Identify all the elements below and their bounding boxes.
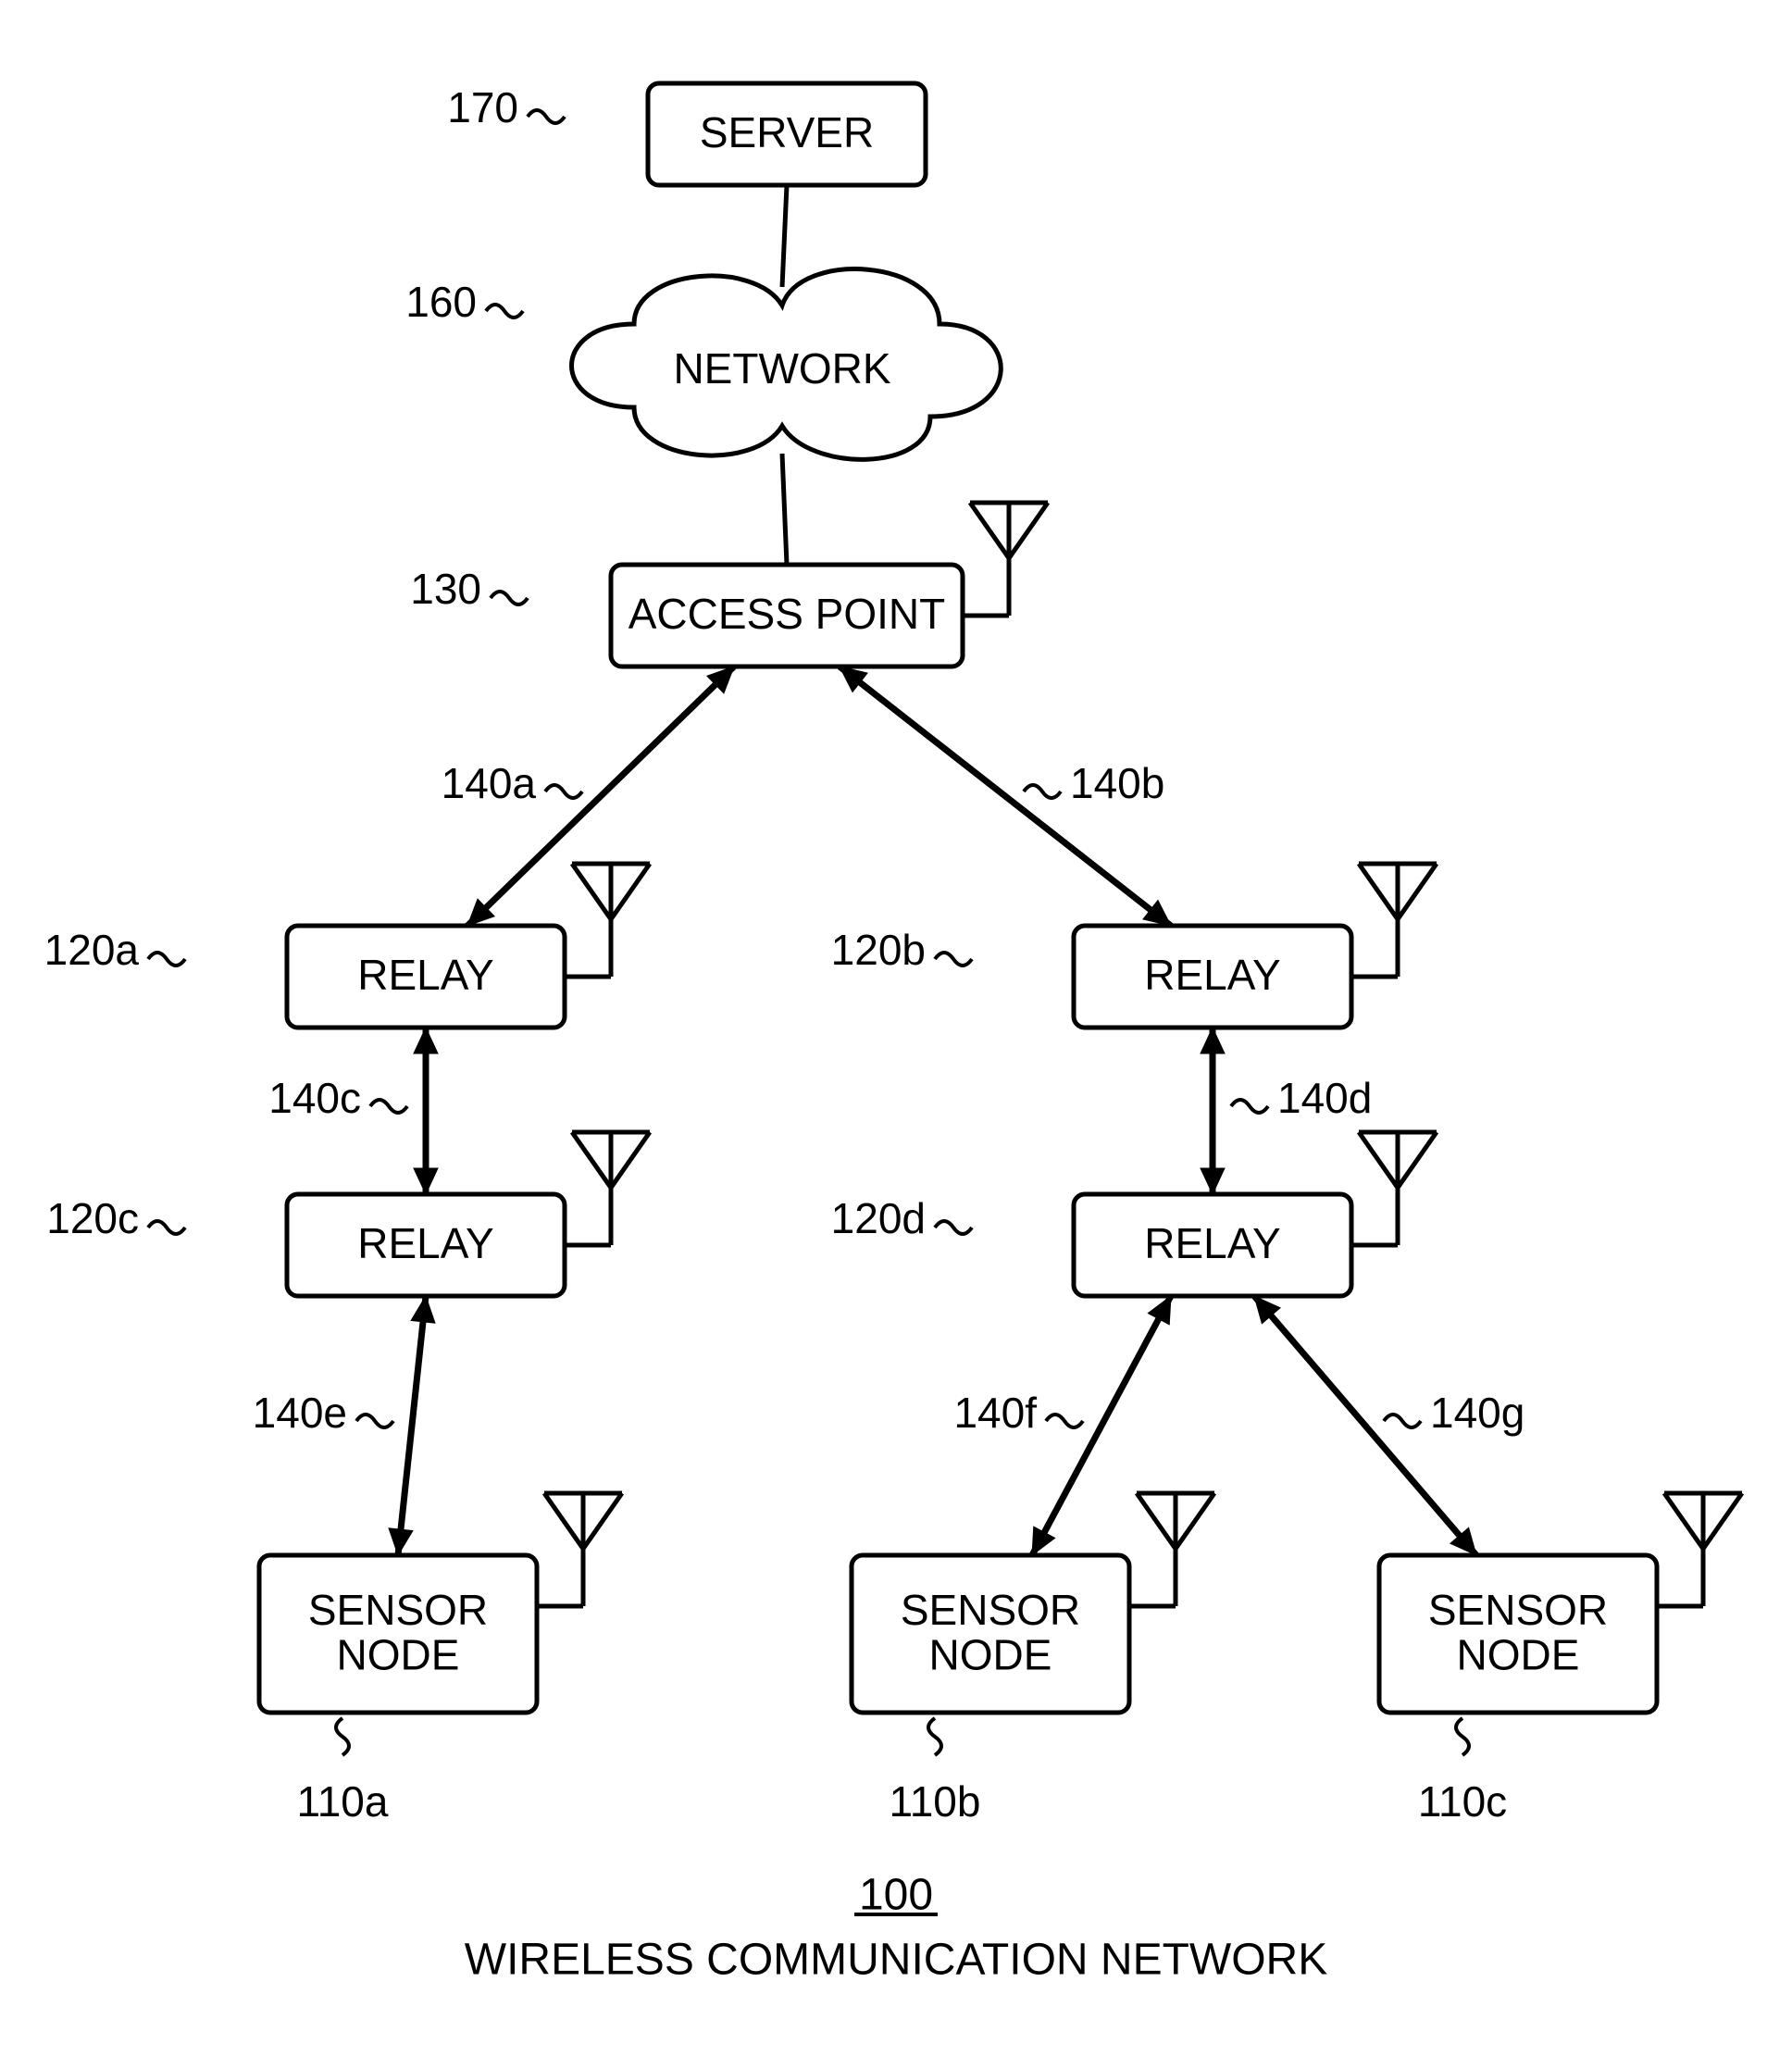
- sensor_c-label: SENSOR: [1428, 1586, 1608, 1634]
- edge: [398, 1296, 426, 1555]
- ref-label: 140c: [268, 1074, 361, 1122]
- figure-number: 100: [859, 1871, 933, 1920]
- ref-label: 120a: [44, 926, 140, 974]
- relay_b-label: RELAY: [1144, 951, 1280, 999]
- ref-label: 140g: [1430, 1389, 1524, 1437]
- edge: [782, 185, 787, 287]
- ref-label: 140d: [1277, 1074, 1372, 1122]
- network-label: NETWORK: [673, 344, 890, 393]
- ref-label: 170: [447, 83, 518, 131]
- ap-label: ACCESS POINT: [628, 590, 946, 638]
- sensor_b-label: NODE: [929, 1630, 1052, 1678]
- sensor_a-label: NODE: [337, 1630, 460, 1678]
- figure-title: WIRELESS COMMUNICATION NETWORK: [465, 1936, 1327, 1985]
- wireless-network-diagram: 140a 140b 140c 140d 140e 140f 140g SERVER 170 NET…: [0, 0, 1792, 2069]
- sensor_c-label: NODE: [1457, 1630, 1580, 1678]
- ref-label: 120c: [46, 1194, 139, 1242]
- sensor_a-label: SENSOR: [308, 1586, 488, 1634]
- ref-label: 110c: [1418, 1777, 1507, 1826]
- ref-label: 120b: [831, 926, 926, 974]
- sensor_b-label: SENSOR: [901, 1586, 1080, 1634]
- ref-label: 110a: [297, 1777, 389, 1826]
- ref-label: 140b: [1070, 759, 1164, 807]
- server-label: SERVER: [700, 108, 874, 156]
- relay_a-label: RELAY: [357, 951, 493, 999]
- relay_d-label: RELAY: [1144, 1219, 1280, 1267]
- ref-label: 140e: [253, 1389, 347, 1437]
- ref-label: 110b: [890, 1777, 981, 1826]
- edge: [782, 454, 787, 565]
- ref-label: 160: [405, 278, 477, 326]
- ref-label: 140a: [442, 759, 537, 807]
- relay_c-label: RELAY: [357, 1219, 493, 1267]
- ref-label: 130: [410, 565, 481, 613]
- ref-label: 120d: [831, 1194, 926, 1242]
- ref-label: 140f: [953, 1389, 1037, 1437]
